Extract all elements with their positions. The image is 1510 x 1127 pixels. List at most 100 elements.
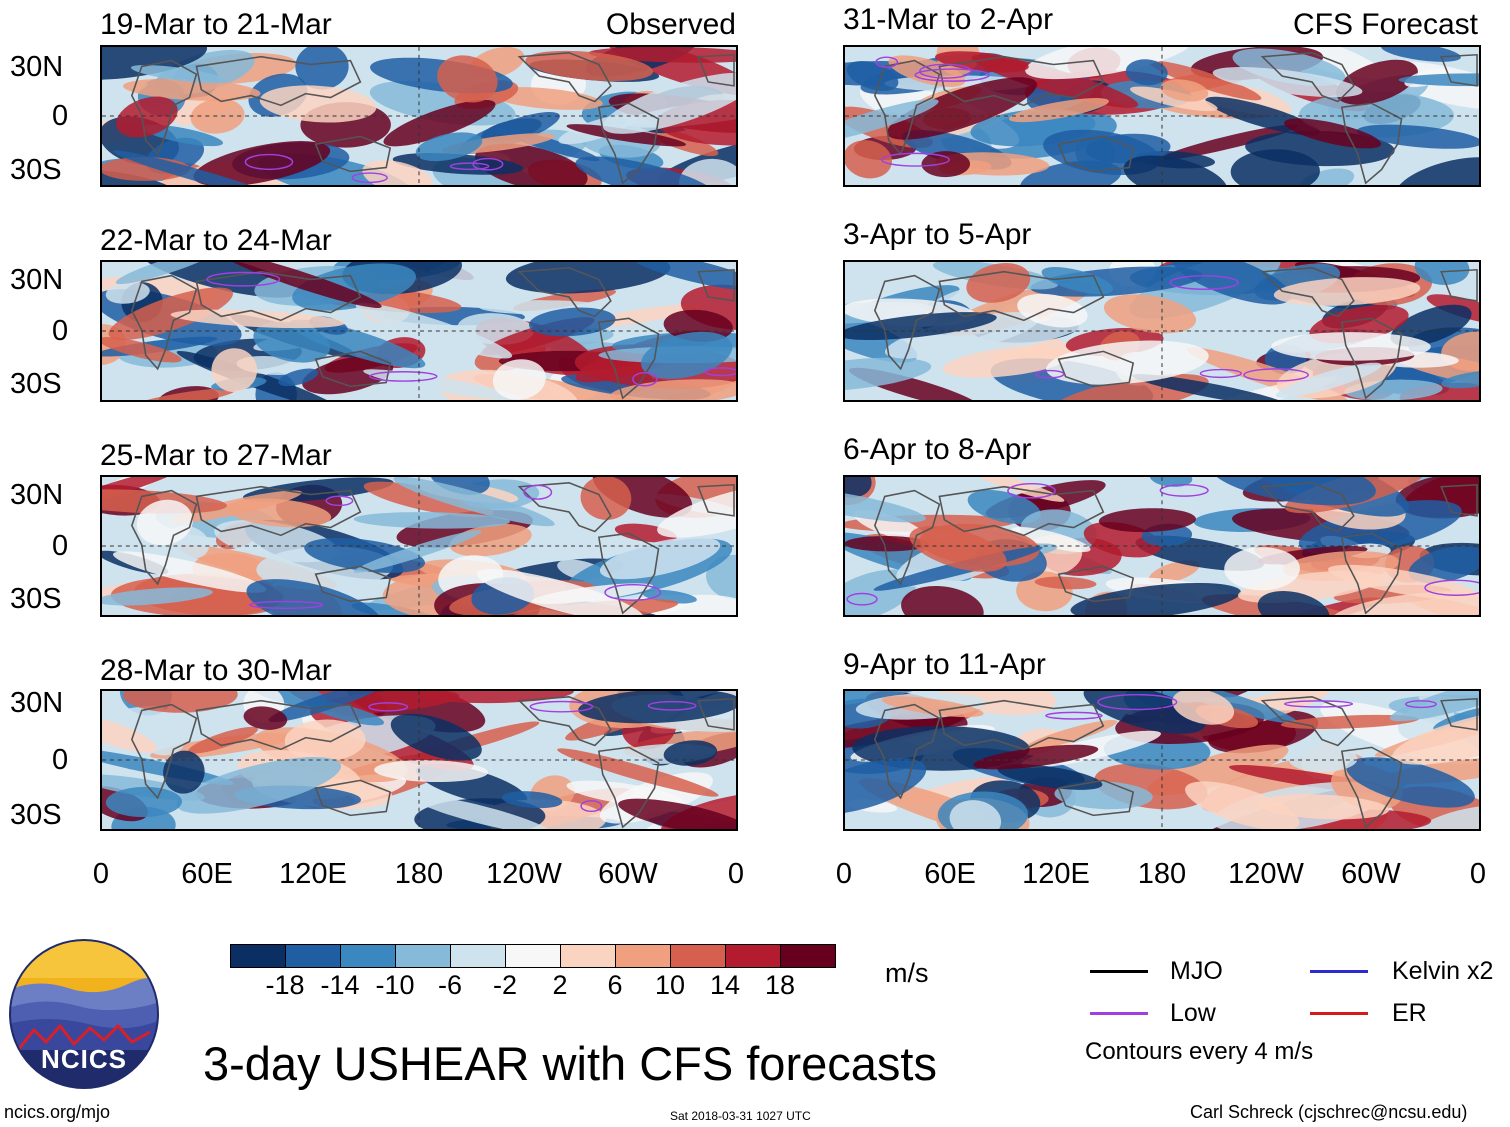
panel-title-forecast-2: 3-Apr to 5-Apr xyxy=(843,218,1032,251)
colorbar-tick-label: -10 xyxy=(375,970,415,1000)
shear-region xyxy=(295,47,349,90)
low-contour xyxy=(472,157,504,171)
colorbar-swatch xyxy=(230,944,286,968)
colorbar-swatch xyxy=(725,944,781,968)
shear-region xyxy=(374,760,489,783)
low-contour xyxy=(368,702,409,712)
shear-region xyxy=(163,750,205,794)
shear-region xyxy=(488,87,603,110)
low-contour xyxy=(325,495,354,507)
coastline xyxy=(1340,532,1403,615)
shear-region xyxy=(1098,508,1196,533)
lat-label-30s: 30S xyxy=(10,799,62,831)
coastline xyxy=(130,59,198,156)
shear-region xyxy=(390,713,482,761)
shear-region xyxy=(383,99,496,147)
colorbar-swatch xyxy=(340,944,396,968)
low-contour xyxy=(248,600,324,610)
shear-region xyxy=(363,481,494,518)
shear-region xyxy=(1025,47,1193,80)
shear-region xyxy=(292,263,417,311)
colorbar-swatch xyxy=(395,944,451,968)
shear-region xyxy=(136,499,193,546)
shear-region xyxy=(1414,262,1470,285)
colorbar-tick-label: -14 xyxy=(320,970,360,1000)
shear-region xyxy=(105,786,182,818)
low-contour xyxy=(244,153,294,171)
coastline xyxy=(1260,482,1355,533)
lat-label-30s: 30S xyxy=(10,154,62,186)
coastline xyxy=(1340,746,1403,829)
panel-title-forecast-1: 31-Mar to 2-Apr xyxy=(843,3,1054,36)
shear-region xyxy=(278,368,319,387)
legend-mjo-line xyxy=(1090,970,1148,973)
logo-text: NCICS xyxy=(41,1044,127,1074)
lat-label-eq: 0 xyxy=(52,315,69,347)
panel-title-forecast-4: 9-Apr to 11-Apr xyxy=(843,648,1046,681)
lon-label-left-120e: 120E xyxy=(279,858,347,890)
low-contour xyxy=(919,63,973,79)
shear-region xyxy=(942,346,1072,378)
shear-region xyxy=(176,757,342,814)
lon-label-left-0-end: 0 xyxy=(727,858,745,890)
low-contour xyxy=(881,152,950,167)
lon-label-right-0-end: 0 xyxy=(1469,858,1487,890)
shear-region xyxy=(1394,157,1479,185)
coastline xyxy=(195,699,362,751)
shear-region xyxy=(223,262,382,308)
shear-region xyxy=(1023,720,1118,751)
shear-region xyxy=(102,168,173,185)
map-panel-forecast-4 xyxy=(843,689,1481,831)
colorbar-tick-label: -2 xyxy=(492,970,518,1000)
lon-label-right-60e: 60E xyxy=(924,858,976,890)
shear-region xyxy=(663,740,718,766)
shear-region xyxy=(102,706,166,739)
shear-region xyxy=(973,744,1099,770)
coastline xyxy=(314,135,392,173)
panel-title-observed-2: 22-Mar to 24-Mar xyxy=(100,224,332,257)
colorbar-swatch xyxy=(450,944,506,968)
shear-region xyxy=(351,602,443,615)
lon-label-left-120w: 120W xyxy=(486,858,562,890)
shear-region xyxy=(363,369,522,400)
coastline xyxy=(517,267,612,318)
shear-region xyxy=(476,569,645,615)
shear-region xyxy=(1123,155,1228,185)
shear-region xyxy=(882,696,984,718)
shear-region xyxy=(1185,781,1300,829)
shear-region xyxy=(845,487,926,523)
lon-label-left-60e: 60E xyxy=(181,858,233,890)
shear-region xyxy=(1170,262,1291,305)
coastline xyxy=(1340,317,1403,400)
coastline xyxy=(1440,483,1478,517)
coastline xyxy=(597,102,660,185)
lon-label-right-180: 180 xyxy=(1137,858,1187,890)
shear-region xyxy=(1041,266,1114,295)
shear-region xyxy=(1356,124,1479,149)
lon-label-left-180: 180 xyxy=(394,858,444,890)
shear-region xyxy=(1390,304,1472,347)
shear-region xyxy=(353,530,482,573)
shear-region xyxy=(629,262,736,291)
legend-kelvin-line xyxy=(1310,970,1368,973)
shear-region xyxy=(845,99,939,143)
colorbar-swatch xyxy=(560,944,616,968)
shear-region xyxy=(1398,73,1479,87)
coastline xyxy=(314,565,392,603)
shear-region xyxy=(1160,79,1209,102)
shear-region xyxy=(211,348,258,393)
coastline xyxy=(130,489,198,586)
colorbar-swatch xyxy=(285,944,341,968)
panel-title-observed-1: 19-Mar to 21-Mar xyxy=(100,8,332,41)
lat-label-30n: 30N xyxy=(10,479,64,511)
legend-mjo-label: MJO xyxy=(1170,957,1223,985)
coastline xyxy=(1260,267,1355,318)
footer-credit: Carl Schreck (cjschrec@ncsu.edu) xyxy=(1190,1102,1468,1122)
shear-region xyxy=(1257,590,1330,615)
panel-title-forecast-3: 6-Apr to 8-Apr xyxy=(843,433,1032,466)
colorbar-tick-label: 14 xyxy=(709,970,741,1000)
shear-region xyxy=(123,691,238,713)
shear-region xyxy=(599,536,721,580)
shear-region xyxy=(475,143,588,185)
panel-title-observed-4: 28-Mar to 30-Mar xyxy=(100,654,332,687)
